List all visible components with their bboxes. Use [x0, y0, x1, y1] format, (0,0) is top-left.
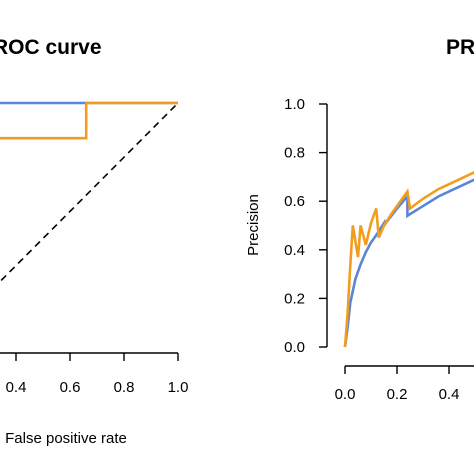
pr-panel: PR 0.0 0.2 0.4 0.6 0.8 1.0 0.0 0.2 0.4 Precision [245, 36, 474, 403]
roc-x-axis-label: False positive rate [5, 430, 127, 447]
roc-series-line [0, 101, 178, 140]
pr-x-tick-label: 0.2 [387, 386, 408, 403]
pr-series-line [343, 171, 474, 348]
pr-x-tick-label: 0.4 [439, 386, 460, 403]
roc-diagonal-reference [0, 102, 179, 283]
pr-x-tick-label: 0.0 [335, 386, 356, 403]
roc-x-tick-label: 0.4 [6, 379, 27, 396]
pr-axes: 0.0 0.2 0.4 0.6 0.8 1.0 0.0 0.2 0.4 [284, 96, 474, 403]
pr-y-tick-label: 1.0 [284, 96, 305, 113]
roc-plot-area [0, 101, 179, 283]
pr-plot-area [343, 171, 474, 348]
pr-y-tick-label: 0.8 [284, 145, 305, 162]
pr-y-tick-label: 0.4 [284, 242, 305, 259]
pr-y-tick-label: 0.0 [284, 339, 305, 356]
pr-title: PR [446, 36, 474, 59]
roc-x-tick-label: 0.8 [114, 379, 135, 396]
roc-panel: ROC curve 0.4 0.6 0.8 1.0 False positive ra… [0, 36, 188, 447]
roc-title: ROC curve [0, 36, 102, 59]
pr-y-tick-label: 0.2 [284, 290, 305, 307]
pr-y-tick-label: 0.6 [284, 193, 305, 210]
roc-x-tick-label: 0.6 [60, 379, 81, 396]
roc-x-axis: 0.4 0.6 0.8 1.0 [0, 352, 189, 396]
pr-y-axis-label: Precision [245, 194, 262, 256]
roc-x-tick-label: 1.0 [168, 379, 189, 396]
